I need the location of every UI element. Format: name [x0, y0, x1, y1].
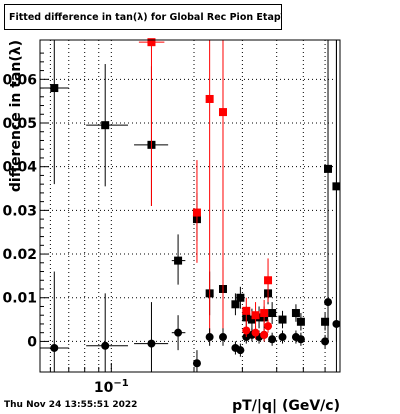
black-circle-point [236, 346, 245, 355]
black-circle-point [332, 319, 341, 328]
black-square-point [291, 309, 300, 318]
y-tick-label: 0.05 [2, 116, 37, 132]
red-circle-point [242, 326, 251, 335]
x-axis-title: pT/|q| (GeV/c) [232, 398, 340, 414]
black-square-point [236, 293, 245, 302]
black-square-point [296, 317, 305, 326]
black-circle-point [296, 335, 305, 344]
y-tick-label: 0.04 [2, 160, 37, 176]
black-circle-point [205, 333, 214, 342]
chart-title: Fitted difference in tan(λ) for Global R… [9, 11, 282, 23]
black-square-point [321, 317, 330, 326]
red-circle-point [251, 328, 260, 337]
black-circle-point [324, 298, 333, 307]
black-circle-point [321, 337, 330, 346]
chart-title-box: Fitted difference in tan(λ) for Global R… [4, 4, 282, 30]
red-square-point [205, 94, 214, 103]
black-circle-point [218, 333, 227, 342]
red-square-point [147, 38, 156, 47]
black-circle-point [192, 359, 201, 368]
y-tick-label: 0.03 [2, 203, 37, 219]
black-circle-point [50, 343, 59, 352]
y-tick-label: 0.02 [2, 247, 37, 263]
red-square-point [218, 108, 227, 117]
x-tick-label: 10−1 [94, 378, 129, 396]
red-square-point [192, 208, 201, 217]
black-square-point [50, 84, 59, 93]
red-square-point [242, 306, 251, 315]
black-square-point [268, 309, 277, 318]
black-square-point [324, 164, 333, 173]
plot-frame [39, 39, 341, 373]
black-circle-point [147, 339, 156, 348]
black-circle-point [268, 335, 277, 344]
red-circle-point [260, 330, 269, 339]
plot-area [40, 40, 340, 372]
black-square-point [231, 300, 240, 309]
red-circle-point [264, 322, 273, 331]
y-tick-label: 0.01 [2, 291, 37, 307]
black-square-point [174, 256, 183, 265]
black-square-point [278, 315, 287, 324]
y-tick-label: 0.06 [2, 72, 37, 88]
black-square-point [101, 121, 110, 130]
black-circle-point [101, 341, 110, 350]
black-square-point [247, 315, 256, 324]
red-square-point [264, 276, 273, 285]
y-axis-title: difference in tan(λ) [8, 40, 24, 192]
black-circle-point [278, 333, 287, 342]
black-circle-point [174, 328, 183, 337]
red-square-point [251, 311, 260, 320]
timestamp-footer: Thu Nov 24 13:55:51 2022 [4, 400, 138, 410]
y-tick-label: 0 [27, 334, 37, 350]
red-square-point [260, 309, 269, 318]
